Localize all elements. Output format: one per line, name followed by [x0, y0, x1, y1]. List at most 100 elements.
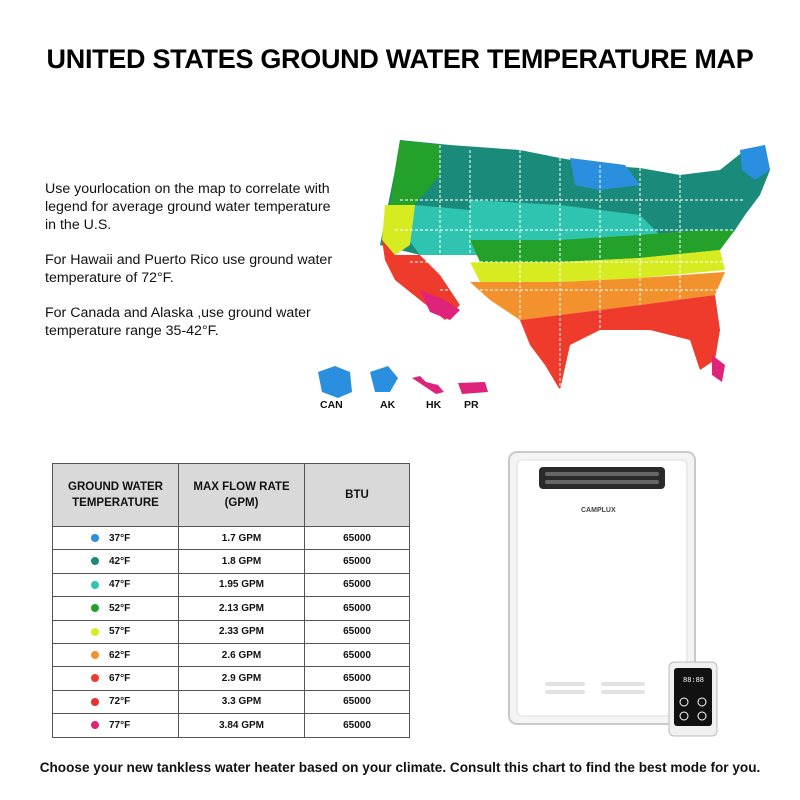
cell-flow-rate: 2.6 GPM — [178, 642, 305, 668]
temperature-label: 52°F — [109, 602, 131, 614]
map-band-magenta-sw — [420, 290, 460, 320]
temperature-label: 62°F — [109, 649, 131, 661]
map-band-orange — [470, 272, 725, 320]
remote-display: 88:88 — [683, 677, 704, 685]
heater-vent-slot-2 — [545, 480, 659, 484]
temperature-label: 42°F — [109, 556, 131, 568]
temperature-color-dot — [91, 650, 99, 659]
heater-bottom-slot-3 — [545, 690, 585, 694]
map-band-yellow — [470, 250, 725, 282]
cell-temperature: 72°F — [52, 689, 179, 715]
cell-flow-rate: 2.33 GPM — [178, 619, 305, 644]
temperature-label: 77°F — [109, 719, 131, 731]
map-hawaii-inset — [412, 376, 444, 394]
remote-button-2 — [697, 697, 707, 707]
cell-btu: 65000 — [304, 549, 410, 574]
cell-temperature: 77°F — [52, 713, 179, 738]
cell-btu: 65000 — [304, 689, 410, 715]
table-row: 72°F 3.3 GPM 65000 — [52, 689, 410, 715]
temperature-label: 57°F — [109, 626, 131, 638]
table-row: 42°F 1.8 GPM 65000 — [52, 549, 410, 574]
cell-flow-rate: 3.3 GPM — [178, 689, 305, 715]
temperature-color-dot — [91, 557, 99, 566]
cell-temperature: 42°F — [52, 549, 179, 574]
heater-bottom-slot — [545, 682, 585, 686]
cell-btu: 65000 — [304, 666, 410, 691]
temperature-color-dot — [91, 534, 99, 542]
temperature-color-dot — [91, 604, 99, 613]
table-row: 77°F 3.84 GPM 65000 — [52, 713, 410, 738]
cell-btu: 65000 — [304, 572, 410, 598]
map-label-hk: HK — [426, 399, 442, 411]
note-location: Use yourlocation on the map to correlate… — [45, 181, 331, 233]
table-row: 57°F 2.33 GPM 65000 — [52, 619, 410, 644]
remote-button-3 — [679, 711, 689, 721]
map-canada-inset — [318, 366, 352, 398]
map-band-california-yellow — [382, 205, 415, 255]
cell-temperature: 67°F — [52, 666, 179, 691]
remote-button-4 — [697, 711, 707, 721]
cell-flow-rate: 2.13 GPM — [178, 596, 305, 621]
temperature-label: 47°F — [109, 579, 131, 591]
cell-flow-rate: 1.8 GPM — [178, 549, 305, 574]
map-label-can: CAN — [320, 399, 343, 411]
temperature-label: 67°F — [109, 673, 131, 685]
map-alaska-inset — [370, 366, 398, 392]
cell-temperature: 52°F — [52, 596, 179, 621]
cell-temperature: 37°F — [52, 525, 179, 551]
heater-inner-panel — [516, 459, 688, 717]
temperature-color-dot — [91, 674, 99, 683]
instructions: Use yourlocation on the map to correlate… — [45, 180, 345, 357]
heater-vent-slot — [545, 472, 659, 476]
note-canada-alaska: For Canada and Alaska ,use ground water … — [45, 305, 311, 339]
table-row: 67°F 2.9 GPM 65000 — [52, 666, 410, 691]
remote-control: 88:88 — [668, 661, 718, 737]
cell-flow-rate: 1.7 GPM — [178, 525, 305, 551]
map-pr-inset — [458, 382, 488, 394]
heater-brand-logo: CAMPLUX — [581, 507, 616, 514]
heater-bottom-slot-2 — [601, 682, 645, 686]
table-row: 37°F 1.7 GPM 65000 — [52, 525, 410, 551]
note-hawaii-pr: For Hawaii and Puerto Rico use ground wa… — [45, 252, 333, 286]
temperature-color-dot — [91, 721, 99, 730]
map-band-northeast-blue — [570, 158, 640, 190]
temperature-label: 37°F — [109, 532, 131, 544]
map-band-magenta-fl — [712, 355, 725, 382]
map-label-ak: AK — [380, 399, 396, 411]
map-band-northwest-green — [390, 140, 440, 205]
cell-temperature: 47°F — [52, 572, 179, 598]
temperature-color-dot — [91, 580, 99, 589]
map-band-green-mid — [470, 230, 735, 262]
header-btu: BTU — [304, 463, 410, 527]
page-title: UNITED STATES GROUND WATER TEMPERATURE M… — [46, 44, 754, 74]
cell-btu: 65000 — [304, 596, 410, 621]
cell-temperature: 57°F — [52, 619, 179, 644]
table-row: 62°F 2.6 GPM 65000 — [52, 642, 410, 668]
map-band-maine-blue — [740, 145, 770, 180]
cell-flow-rate: 1.95 GPM — [178, 572, 305, 598]
table-row: 47°F 1.95 GPM 65000 — [52, 572, 410, 598]
remote-screen — [674, 668, 712, 726]
map-label-pr: PR — [464, 399, 479, 411]
map-band-red-south — [520, 295, 720, 390]
cell-btu: 65000 — [304, 619, 410, 644]
cell-btu: 65000 — [304, 525, 410, 551]
heater-bottom-slot-4 — [601, 690, 645, 694]
flow-rate-table: GROUND WATER TEMPERATURE MAX FLOW RATE (… — [52, 463, 410, 738]
heater-vent — [539, 467, 665, 489]
remote-button-1 — [679, 697, 689, 707]
temperature-label: 72°F — [109, 696, 131, 708]
temperature-color-dot — [91, 627, 99, 636]
table-row: 52°F 2.13 GPM 65000 — [52, 596, 410, 621]
cell-btu: 65000 — [304, 713, 410, 738]
temperature-color-dot — [91, 697, 99, 706]
header-ground-water-temperature: GROUND WATER TEMPERATURE — [52, 463, 179, 527]
cell-flow-rate: 2.9 GPM — [178, 666, 305, 691]
cell-flow-rate: 3.84 GPM — [178, 713, 305, 738]
cell-temperature: 62°F — [52, 642, 179, 668]
us-temperature-map: CAN AK HK PR — [318, 140, 770, 411]
water-heater-image: CAMPLUX 88:88 — [508, 451, 718, 737]
cell-btu: 65000 — [304, 642, 410, 668]
header-max-flow-rate: MAX FLOW RATE (GPM) — [178, 463, 305, 527]
footer-caption: Choose your new tankless water heater ba… — [39, 760, 761, 775]
